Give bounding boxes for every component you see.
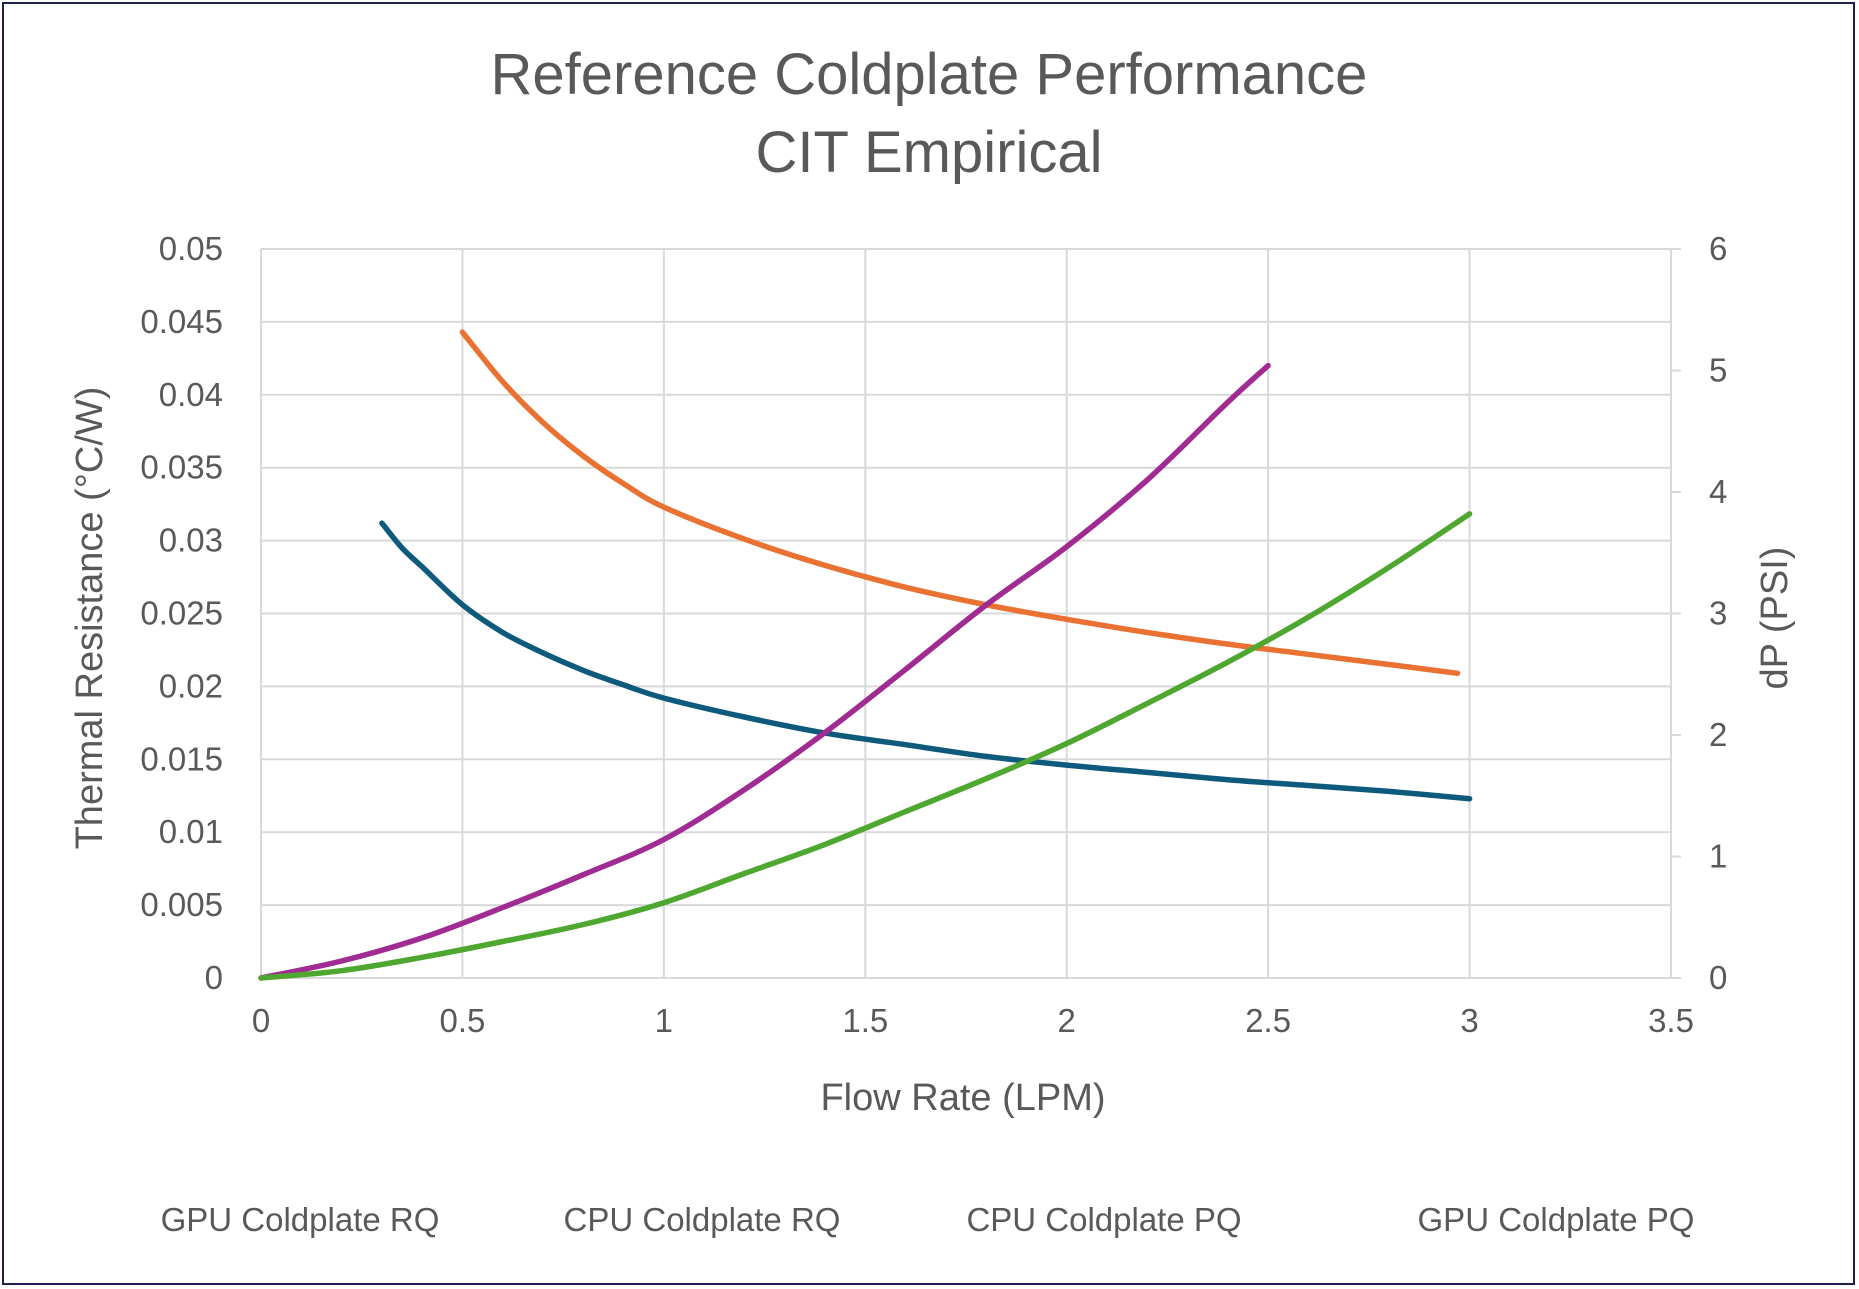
- chart-title-line-2: CIT Empirical: [756, 120, 1103, 185]
- x-tick-label: 2.5: [1245, 1002, 1291, 1039]
- y2-tick-label: 4: [1709, 473, 1727, 510]
- y2-tick-label: 5: [1709, 352, 1727, 389]
- y-tick-label: 0.02: [159, 667, 223, 704]
- y-tick-label: 0.04: [159, 376, 223, 413]
- y-tick-label: 0.05: [159, 230, 223, 267]
- x-axis-label: Flow Rate (LPM): [820, 1077, 1105, 1119]
- x-tick-label: 0.5: [439, 1002, 485, 1039]
- x-tick-label: 2: [1058, 1002, 1076, 1039]
- y-tick-label: 0.045: [140, 303, 223, 340]
- x-tick-label: 1: [655, 1002, 673, 1039]
- y2-tick-label: 2: [1709, 716, 1727, 753]
- legend-entry: GPU Coldplate PQ: [1418, 1201, 1695, 1238]
- y2-axis-label: dP (PSI): [1754, 547, 1796, 690]
- grid: [261, 248, 1672, 978]
- y2-tick-label: 6: [1709, 230, 1727, 267]
- series-line-gpu-coldplate-rq: [379, 520, 1473, 802]
- chart-title-line-1: Reference Coldplate Performance: [491, 42, 1368, 107]
- y-tick-label: 0.03: [159, 522, 223, 559]
- tick-labels: 0 0.005 0.01 0.015 0.02 0.025 0.03 0.035 0.04 0.0…: [140, 230, 1727, 1039]
- y2-tick-label: 1: [1709, 838, 1727, 875]
- y2-tick-label: 3: [1709, 595, 1727, 632]
- y-tick-label: 0.005: [140, 886, 223, 923]
- legend-entry: CPU Coldplate PQ: [966, 1201, 1241, 1238]
- axes: [260, 248, 1681, 979]
- x-tick-label: 3: [1460, 1002, 1478, 1039]
- y-tick-label: 0.035: [140, 449, 223, 486]
- series: [258, 329, 1473, 981]
- legend-entry: CPU Coldplate RQ: [564, 1201, 841, 1238]
- x-tick-label: 3.5: [1648, 1002, 1694, 1039]
- y-tick-label: 0.015: [140, 740, 223, 777]
- y-tick-label: 0.01: [159, 813, 223, 850]
- x-tick-label: 1.5: [842, 1002, 888, 1039]
- y-axis-label: Thermal Resistance (°C/W): [69, 387, 111, 850]
- x-tick-label: 0: [252, 1002, 270, 1039]
- series-line-gpu-coldplate-pq: [258, 511, 1473, 981]
- series-line-cpu-coldplate-pq: [258, 362, 1271, 981]
- legend-entry: GPU Coldplate RQ: [161, 1201, 440, 1238]
- legend: GPU Coldplate RQ CPU Coldplate RQ CPU Cold…: [161, 1201, 1695, 1238]
- y2-tick-label: 0: [1709, 959, 1727, 996]
- y-tick-label: 0.025: [140, 595, 223, 632]
- series-line-cpu-coldplate-rq: [459, 329, 1461, 677]
- y-tick-label: 0: [205, 959, 223, 996]
